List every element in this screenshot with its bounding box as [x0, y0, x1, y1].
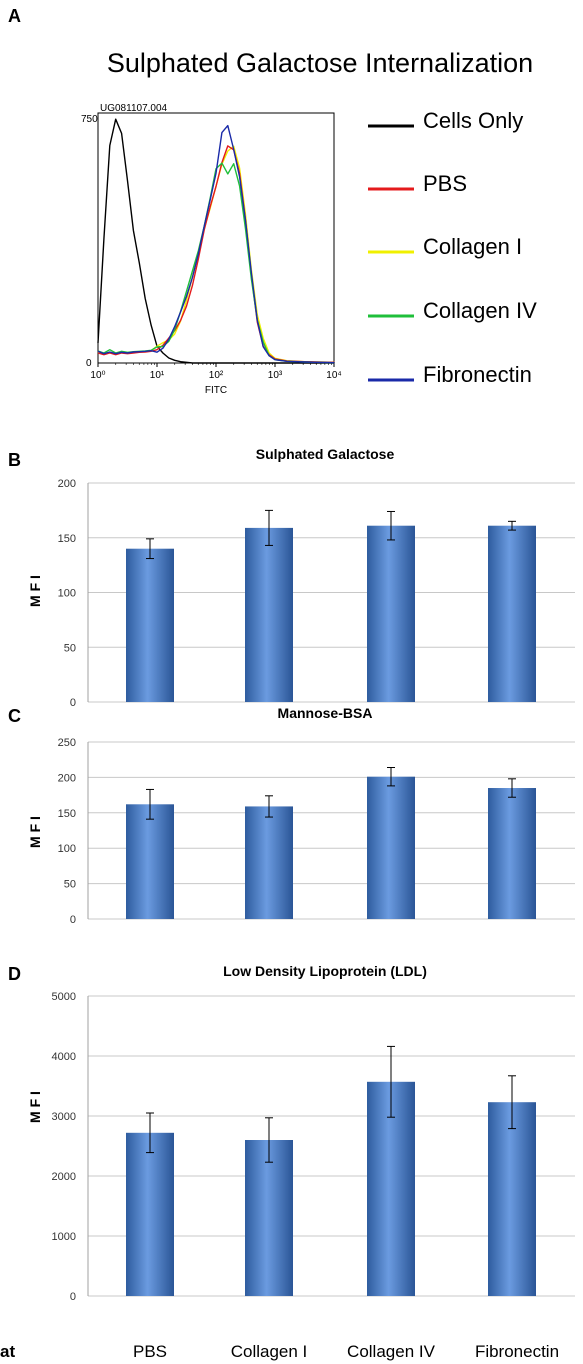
y-tick-label: 1000: [52, 1231, 76, 1243]
histogram-curves: [97, 118, 335, 364]
hist-curve-cells-only: [97, 118, 334, 364]
hist-curve-collagen-iv: [97, 162, 335, 364]
y-tick-label: 150: [58, 533, 76, 545]
bar-fibronectin: [488, 788, 536, 919]
category-label-pbs: PBS: [133, 1342, 167, 1361]
category-label-fibronectin: Fibronectin: [475, 1342, 559, 1361]
hist-x-tick-label: 10⁰: [90, 370, 105, 381]
bar-fibronectin: [488, 1102, 536, 1296]
bar-chart-c: C Mannose-BSA M F I 0 50 100 150 200 250: [8, 705, 575, 926]
y-tick-label: 5000: [52, 991, 76, 1003]
y-axis-label-b: M F I: [27, 575, 43, 607]
y-max-label: 750: [81, 114, 98, 125]
category-label-collagen-i: Collagen I: [231, 1342, 308, 1361]
hist-x-tick-label: 10⁴: [326, 370, 341, 381]
panel-letter-c: C: [8, 706, 21, 726]
legend-label: Fibronectin: [423, 362, 532, 387]
y-tick-label: 50: [64, 642, 76, 654]
legend-label: Collagen I: [423, 234, 522, 259]
panel-letter-a: A: [8, 6, 21, 26]
bar-collagen-i: [245, 806, 293, 919]
y-tick-label: 2000: [52, 1171, 76, 1183]
legend-label: Collagen IV: [423, 298, 537, 323]
bar-chart-d: D Low Density Lipoprotein (LDL) M F I 0 1…: [8, 963, 575, 1303]
chart-title-c: Mannose-BSA: [278, 705, 373, 721]
y-axis-label-c: M F I: [27, 816, 43, 848]
y-axis-label-d: M F I: [27, 1091, 43, 1123]
category-label-collagen-iv: Collagen IV: [347, 1342, 436, 1361]
panel-a: A Sulphated Galactose Internalization UG…: [8, 6, 537, 396]
y-tick-label: 50: [64, 879, 76, 891]
bar-fibronectin: [488, 525, 536, 702]
histogram-frame: [97, 112, 335, 364]
y-tick-label: 0: [70, 697, 76, 709]
y-tick-label: 200: [58, 478, 76, 490]
bar-collagen-iv: [367, 525, 415, 702]
y-tick-label: 0: [70, 914, 76, 926]
cut-off-label: at: [0, 1342, 15, 1361]
hist-x-tick-label: 10¹: [150, 370, 165, 381]
panel-letter-d: D: [8, 964, 21, 984]
hist-curve-collagen-i: [97, 145, 335, 363]
y-tick-label: 100: [58, 843, 76, 855]
hist-x-tick-label: 10²: [209, 370, 224, 381]
legend: Cells Only PBS Collagen I Collagen IV Fibron…: [368, 108, 537, 387]
panel-letter-b: B: [8, 450, 21, 470]
y-tick-label: 3000: [52, 1111, 76, 1123]
sample-id: UG081107.004: [100, 103, 168, 114]
bottom-category-labels: at PBS Collagen I Collagen IV Fibronecti…: [0, 1342, 559, 1361]
histogram-x-ticks: 10⁰ 10¹ 10² 10³ 10⁴: [90, 363, 342, 381]
legend-label: PBS: [423, 171, 467, 196]
y-zero-label: 0: [86, 358, 92, 369]
y-tick-label: 4000: [52, 1051, 76, 1063]
bar-collagen-i: [245, 527, 293, 702]
x-axis-label: FITC: [205, 385, 227, 396]
bar-collagen-iv: [367, 776, 415, 919]
hist-curve-pbs: [97, 145, 335, 363]
bar-collagen-i: [245, 1140, 293, 1296]
bar-pbs: [126, 1132, 174, 1296]
y-tick-label: 150: [58, 808, 76, 820]
y-tick-label: 100: [58, 588, 76, 600]
bar-chart-b: B Sulphated Galactose M F I 0 50 100 150 200: [8, 446, 575, 709]
bar-pbs: [126, 548, 174, 702]
y-tick-label: 0: [70, 1291, 76, 1303]
histogram-title: Sulphated Galactose Internalization: [107, 48, 533, 78]
y-tick-label: 200: [58, 772, 76, 784]
chart-title-d: Low Density Lipoprotein (LDL): [223, 963, 427, 979]
hist-curve-fibronectin: [97, 124, 335, 364]
chart-title-b: Sulphated Galactose: [256, 446, 395, 462]
hist-x-tick-label: 10³: [268, 370, 283, 381]
bar-pbs: [126, 804, 174, 919]
y-tick-label: 250: [58, 737, 76, 749]
legend-label: Cells Only: [423, 108, 523, 133]
